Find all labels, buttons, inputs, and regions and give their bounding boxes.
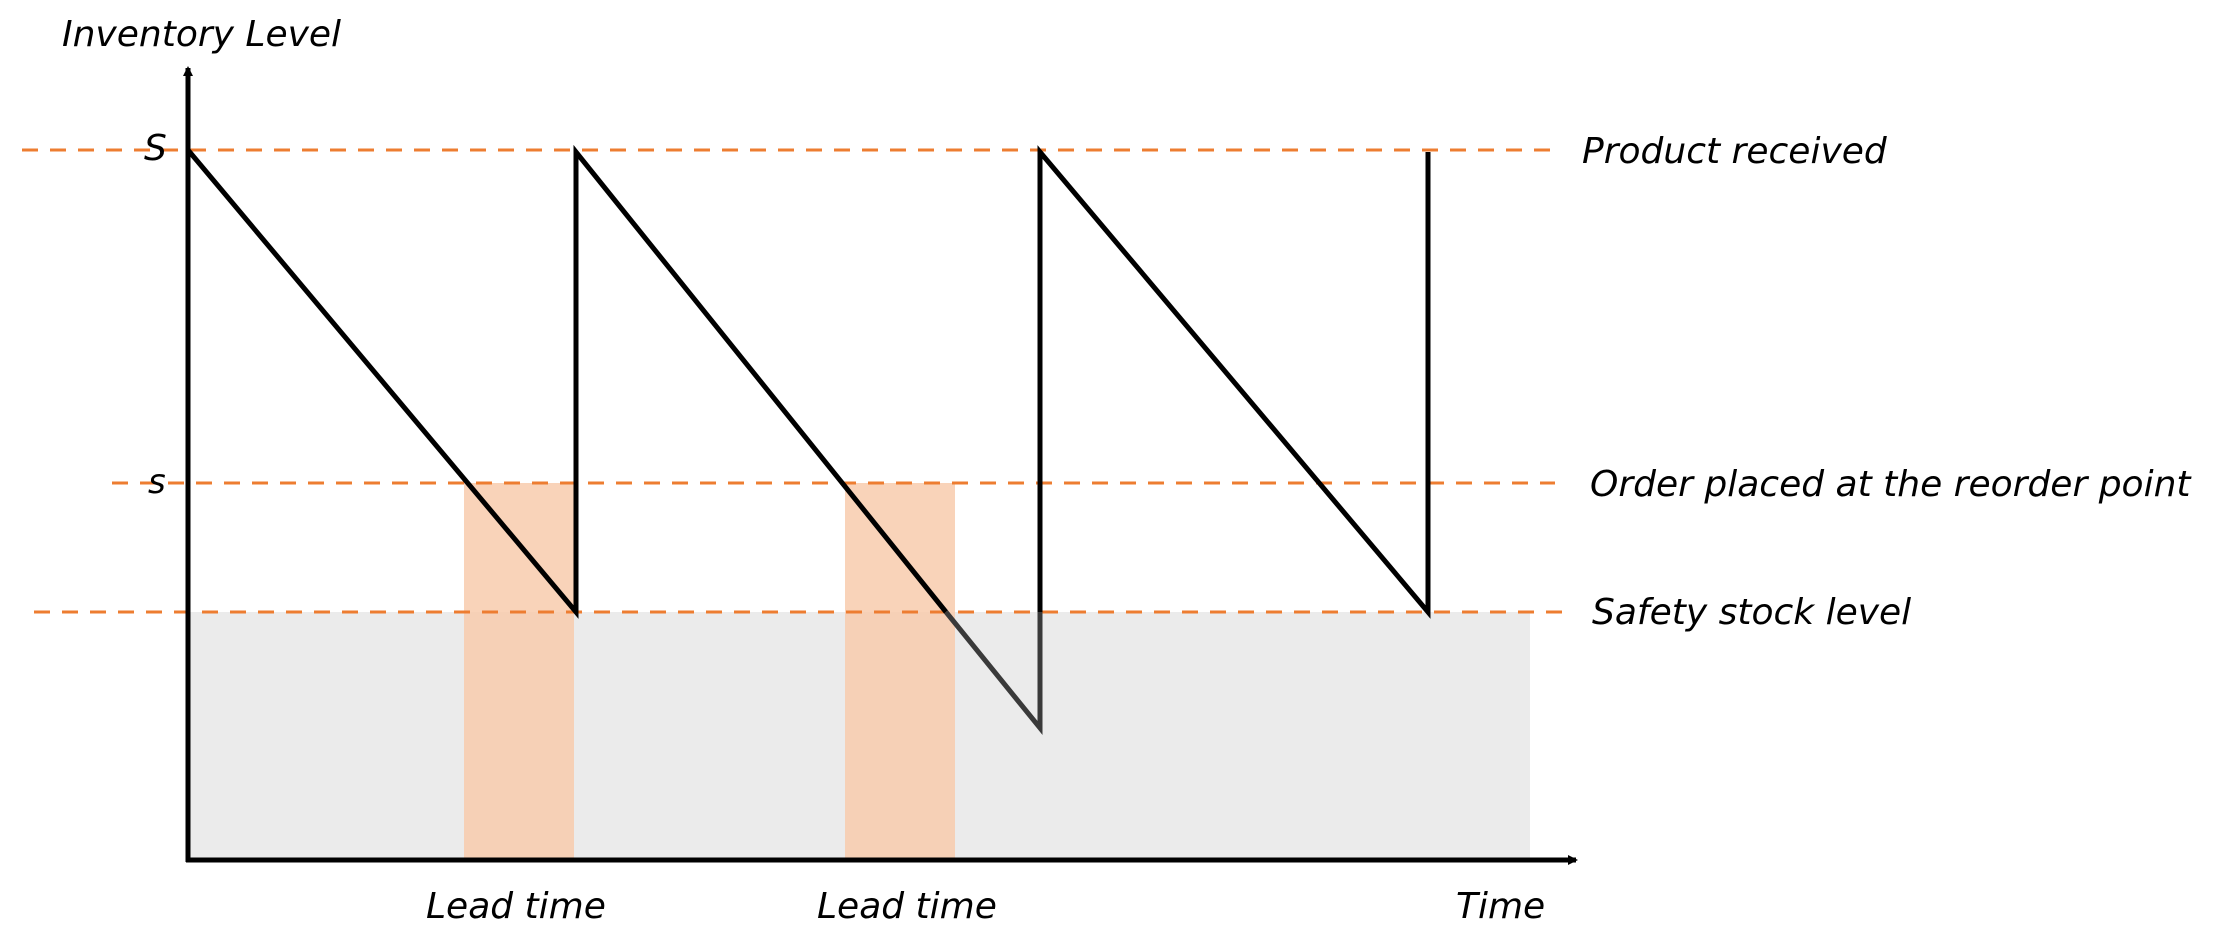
lead-time-label-2: Lead time bbox=[817, 886, 997, 927]
lead-time-label-1: Lead time bbox=[426, 886, 606, 927]
reorder-point-label: Order placed at the reorder point bbox=[1590, 464, 2192, 505]
safety-stock-label: Safety stock level bbox=[1592, 592, 1911, 633]
tick-label-s: s bbox=[148, 462, 166, 502]
y-axis-label: Inventory Level bbox=[62, 14, 341, 55]
tick-label-S: S bbox=[144, 128, 167, 169]
inventory-level-line-dip bbox=[944, 610, 1043, 736]
product-received-label: Product received bbox=[1582, 131, 1888, 172]
x-axis-label: Time bbox=[1456, 886, 1545, 927]
inventory-level-line-continued bbox=[1037, 145, 1431, 619]
lead-time-band-1 bbox=[464, 483, 574, 860]
inventory-level-line bbox=[186, 144, 948, 619]
lead-time-band-2 bbox=[845, 483, 955, 860]
